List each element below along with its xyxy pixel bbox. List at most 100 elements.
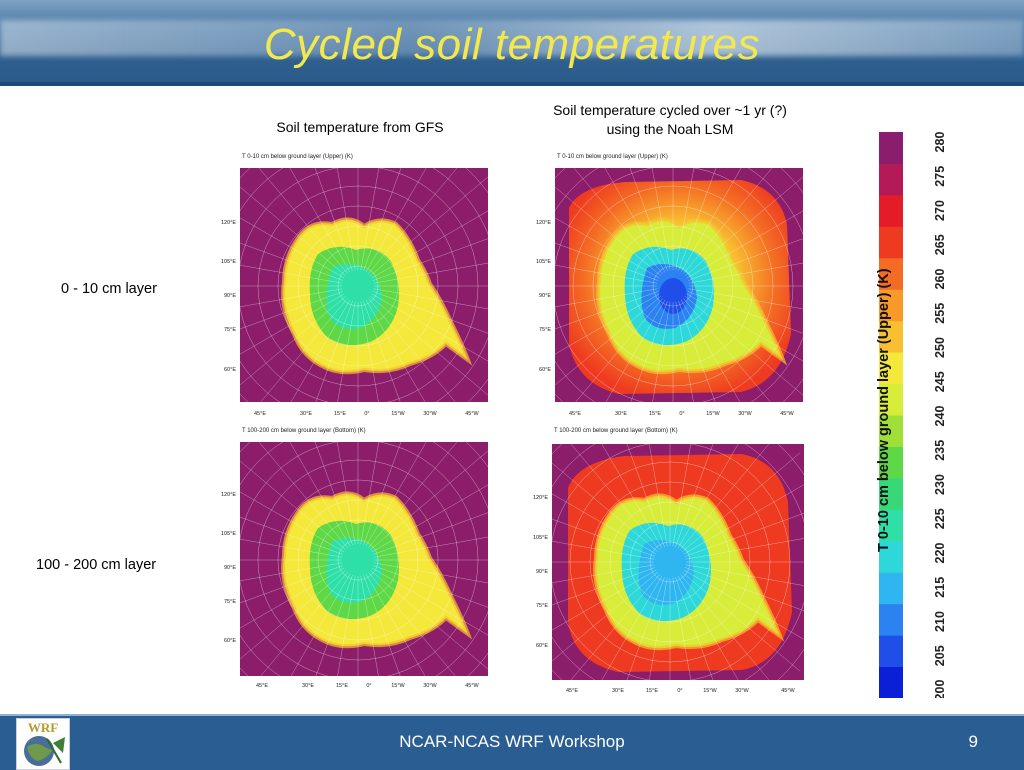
meridian-line [240, 562, 343, 582]
x-tick-label: 45°W [465, 411, 479, 417]
header-divider [0, 82, 1024, 86]
meridian-line [684, 512, 804, 557]
meridian-line [680, 574, 770, 680]
colorbar-tick-label: 255 [933, 303, 947, 324]
meridian-line [570, 444, 660, 550]
row-label-top-layer: 0 - 10 cm layer [61, 281, 157, 297]
meridian-line [552, 572, 658, 662]
header-banner [0, 0, 1024, 86]
meridian-line [260, 572, 348, 676]
y-tick-label: 90°E [224, 293, 236, 299]
meridian-line [683, 484, 804, 555]
colorbar-title: T 0-10 cm below ground layer (Upper) (K) [876, 268, 892, 552]
meridian-line [373, 562, 488, 584]
map-plot [240, 442, 488, 676]
meridian-line [368, 442, 458, 548]
panel-title: T 0-10 cm below ground layer (Upper) (K) [557, 154, 668, 160]
colorbar-swatch [879, 540, 903, 573]
x-tick-label: 45°W [465, 683, 479, 689]
meridian-line [315, 574, 353, 676]
meridian-line [371, 210, 488, 279]
meridian-line [365, 573, 426, 676]
meridian-line [240, 516, 344, 555]
y-tick-label: 105°E [532, 535, 548, 541]
meridian-line [672, 444, 692, 547]
colorbar-swatch [879, 289, 903, 322]
meridian-line [682, 572, 801, 672]
antarctic-soil-temperature-map [552, 444, 804, 680]
y-tick-label: 75°E [224, 599, 236, 605]
colorbar-tick-label: 215 [933, 577, 947, 598]
meridian-line [552, 462, 658, 552]
colorbar-tick-label: 230 [933, 474, 947, 495]
colorbar-tick-label: 265 [933, 234, 947, 255]
meridian-line [240, 217, 345, 279]
meridian-line [675, 576, 714, 680]
land-inner [638, 540, 694, 605]
y-tick-label: 90°E [536, 569, 548, 575]
meridian-line [570, 574, 660, 680]
meridian-line [605, 299, 666, 402]
meridian-line [629, 168, 668, 272]
land-edge [281, 491, 473, 649]
meridian-line [240, 291, 344, 330]
x-tick-label: 30°E [300, 411, 312, 417]
meridian-line [630, 300, 668, 402]
colorbar-swatch [879, 415, 903, 447]
colorbar-swatch [879, 226, 903, 259]
meridian-line [555, 242, 659, 281]
meridian-line [289, 442, 351, 547]
meridian-line [652, 301, 671, 402]
meridian-line [315, 300, 353, 402]
meridian-line [373, 536, 488, 558]
meridian-line [682, 452, 801, 552]
colorbar-tick-label: 275 [933, 166, 947, 187]
meridian-line [368, 298, 456, 402]
colorbar-tick-labels: 200 205 210 215 220 225 230 235 240 245 250 255 260 2… [933, 132, 947, 698]
meridian-line [687, 291, 803, 334]
y-tick-label: 120°E [220, 220, 236, 226]
meridian-line [555, 296, 661, 386]
y-tick-label: 120°E [532, 495, 548, 501]
y-tick-label: 75°E [536, 603, 548, 609]
map-panel-gfs-upper: T 0-10 cm below ground layer (Upper) (K)… [214, 154, 494, 426]
colorbar-tick-label: 220 [933, 543, 947, 564]
meridian-line [240, 296, 346, 386]
colorbar-swatch [879, 320, 903, 353]
meridian-line [240, 186, 346, 276]
meridian-line [675, 168, 695, 271]
colorbar-tick-label: 205 [933, 645, 947, 666]
x-tick-label: 15°E [649, 411, 661, 417]
column-heading-cycled-line2: using the Noah LSM [606, 121, 734, 137]
land-edge [596, 217, 788, 375]
x-tick-label: 30°W [738, 411, 752, 417]
meridian-line [683, 298, 771, 402]
colorbar-tick-label: 260 [933, 269, 947, 290]
meridian-line [370, 296, 488, 396]
column-heading-cycled-line1: Soil temperature cycled over ~1 yr (?) [553, 102, 787, 118]
meridian-line [314, 168, 353, 272]
meridian-line [240, 491, 345, 553]
meridian-line [677, 575, 739, 680]
colorbar-swatch [879, 603, 903, 636]
meridian-line [680, 299, 741, 402]
y-tick-label: 60°E [536, 643, 548, 649]
meridian-line [552, 493, 657, 555]
meridian-line [601, 575, 663, 680]
meridian-line [552, 564, 655, 584]
meridian-line [336, 168, 356, 271]
x-tick-label: 30°E [612, 688, 624, 694]
meridian-line [680, 168, 742, 273]
meridian-line [258, 168, 348, 274]
colorbar-swatch [879, 666, 903, 698]
meridian-line [372, 512, 488, 555]
meridian-line [672, 577, 692, 680]
meridian-line [601, 444, 663, 549]
panel-title: T 0-10 cm below ground layer (Upper) (K) [242, 154, 353, 160]
x-tick-label: 45°W [780, 411, 794, 417]
x-tick-label: 45°E [256, 683, 268, 689]
x-tick-label: 15°E [334, 411, 346, 417]
meridian-line [363, 442, 402, 546]
y-tick-label: 120°E [220, 492, 236, 498]
meridian-line [648, 577, 668, 680]
